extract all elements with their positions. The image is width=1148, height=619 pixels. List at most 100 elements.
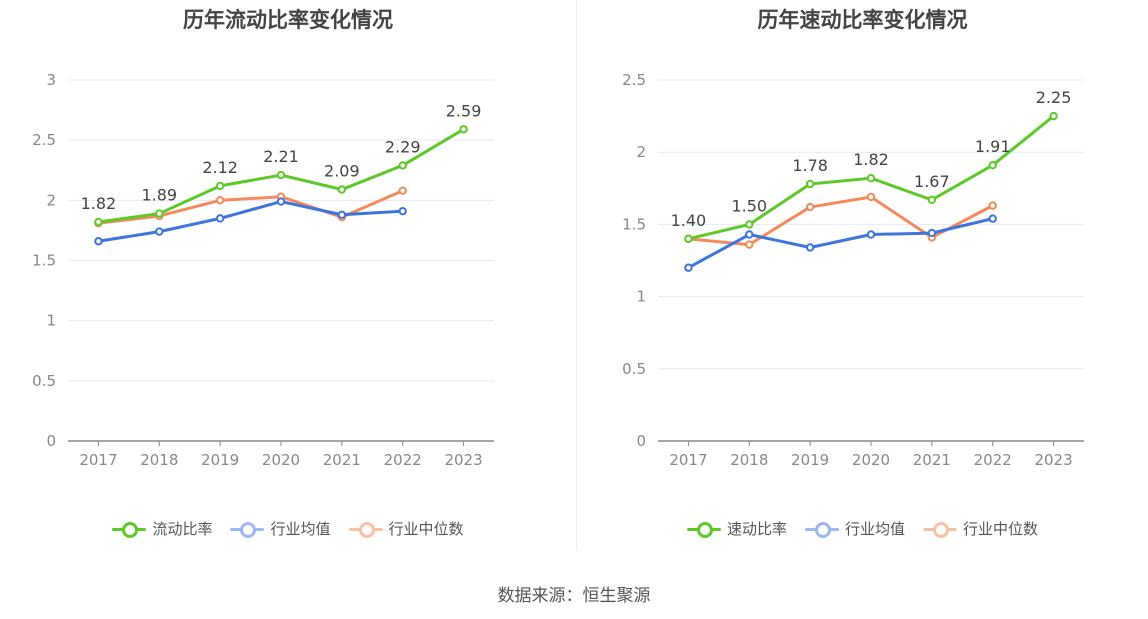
y-tick-label: 2 [636,143,646,161]
data-point [805,243,815,252]
data-label: 2.25 [1036,88,1072,107]
data-point [459,125,468,134]
legend-item-current-ratio[interactable]: 流动比率 [112,518,212,539]
data-source-note: 数据来源：恒生聚源 [497,586,651,606]
data-point [276,170,286,180]
legend-label: 行业中位数 [388,520,464,538]
data-point [988,214,997,223]
data-label: 1.91 [975,137,1011,156]
y-tick-label: 1.5 [32,252,56,270]
data-point [805,179,815,189]
y-tick-label: 0.5 [622,360,646,378]
data-point [276,197,286,206]
chart-legend: 速动比率 行业均值 行业中位数 [577,518,1148,539]
y-tick-label: 1 [46,312,56,330]
left-chart-panel: 历年流动比率变化情况 0 0.5 1 1.5 2 2.5 3 2017 2018 2019 2020… [0,0,576,560]
data-point [337,210,347,219]
legend-label: 流动比率 [152,520,213,538]
data-point [94,237,103,246]
series-line [98,200,403,243]
x-tick-label: 2022 [974,451,1012,469]
data-point [927,195,937,205]
data-point [927,228,937,238]
data-label: 2.12 [202,158,238,177]
data-label: 1.89 [141,186,177,205]
data-point [866,192,876,202]
data-label: 2.21 [263,147,299,166]
y-tick-label: 0 [46,432,56,450]
y-tick-label: 1.5 [622,215,646,233]
data-point [745,240,754,249]
legend-item-quick-ratio[interactable]: 速动比率 [686,518,787,539]
data-point [866,173,876,183]
legend-symbol-icon [923,521,957,538]
data-point [155,209,164,218]
legend-label: 行业均值 [844,520,905,538]
legend-label: 行业均值 [270,520,331,538]
x-tick-label: 2019 [201,451,239,469]
x-tick-label: 2018 [140,451,178,469]
x-tick-label: 2023 [444,451,482,469]
data-label: 2.09 [324,162,360,181]
x-tick-label: 2018 [730,451,768,469]
legend-symbol-icon [686,521,721,538]
y-tick-label: 2.5 [622,71,646,89]
data-point [398,161,407,170]
legend-label: 行业中位数 [963,520,1039,538]
x-tick-label: 2021 [323,451,361,469]
legend-item-industry-mean[interactable]: 行业均值 [230,518,331,539]
data-point [1049,111,1058,121]
data-point [94,217,103,227]
x-tick-label: 2022 [384,451,422,469]
data-point [805,202,815,212]
x-tick-label: 2023 [1034,451,1072,469]
quick-ratio-chart: 0 0.5 1 1.5 2 2.5 2017 2018 2019 2020 2021 2022 2023… [622,71,1084,469]
data-label: 1.40 [671,211,707,230]
data-label: 2.29 [385,137,421,156]
y-tick-label: 0.5 [32,372,56,390]
legend-item-industry-median[interactable]: 行业中位数 [348,518,464,539]
data-point [155,227,164,236]
series-line [687,217,994,270]
data-point [215,214,225,223]
x-tick-label: 2019 [791,451,829,469]
data-point [988,201,997,210]
legend-symbol-icon [348,521,383,538]
data-point [215,181,225,191]
data-label: 2.59 [446,101,482,120]
data-label: 1.82 [81,194,117,213]
y-tick-label: 2.5 [32,131,56,149]
chart-title: 历年流动比率变化情况 [183,8,393,32]
legend-symbol-icon [230,521,265,538]
y-tick-label: 3 [46,71,56,89]
data-point [684,234,693,244]
data-point [215,196,225,205]
data-point [866,230,876,239]
data-point [398,186,407,195]
data-label: 1.67 [914,172,950,191]
chart-legend: 流动比率 行业均值 行业中位数 [0,518,576,539]
legend-symbol-icon [804,521,839,538]
data-label: 1.82 [853,150,889,169]
data-point [398,206,407,216]
y-tick-label: 1 [636,288,646,306]
legend-label: 速动比率 [726,520,787,538]
current-ratio-chart: 0 0.5 1 1.5 2 2.5 3 2017 2018 2019 2020 2021 2022 202… [32,71,494,469]
data-point [745,220,754,229]
x-tick-label: 2017 [79,451,117,469]
legend-symbol-icon [112,521,147,538]
x-tick-label: 2020 [852,451,890,469]
legend-item-industry-median[interactable]: 行业中位数 [923,518,1038,539]
right-chart-panel: 历年速动比率变化情况 0 0.5 1 1.5 2 2.5 2017 2018 2019 2020 2… [577,0,1148,560]
data-point [745,230,754,239]
data-point [684,263,693,272]
y-tick-label: 2 [46,191,56,209]
panel-divider [576,0,577,550]
legend-item-industry-mean[interactable]: 行业均值 [804,518,905,539]
x-tick-label: 2020 [262,451,300,469]
data-label: 1.50 [731,196,767,215]
x-tick-label: 2017 [669,451,707,469]
x-tick-label: 2021 [913,451,951,469]
data-label: 1.78 [792,156,828,175]
y-tick-label: 0 [636,432,646,450]
